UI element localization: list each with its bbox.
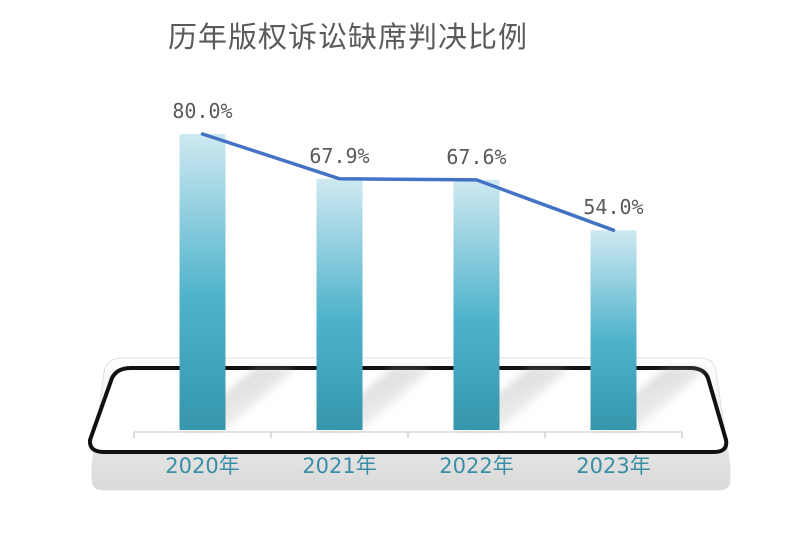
bar-2022年 — [453, 179, 500, 430]
bars — [179, 134, 637, 430]
x-tick-label: 2022年 — [439, 454, 513, 478]
x-tick-label: 2023年 — [576, 454, 650, 478]
x-axis-tick-labels: 2020年 2021年 2022年 2023年 — [165, 454, 650, 478]
data-label: 67.9% — [309, 144, 369, 168]
chart-title: 历年版权诉讼缺席判决比例 — [168, 20, 529, 54]
x-tick-label: 2021年 — [302, 454, 376, 478]
trend-line — [200, 132, 616, 232]
x-tick-label: 2020年 — [165, 454, 239, 478]
data-labels: 80.0% 67.9% 67.6% 54.0% — [172, 99, 643, 219]
data-label: 80.0% — [172, 99, 232, 123]
data-label: 67.6% — [446, 145, 506, 169]
data-label: 54.0% — [583, 195, 643, 219]
bar-2020年 — [179, 134, 226, 430]
bar-2023年 — [590, 230, 637, 430]
bar-2021年 — [316, 178, 363, 430]
